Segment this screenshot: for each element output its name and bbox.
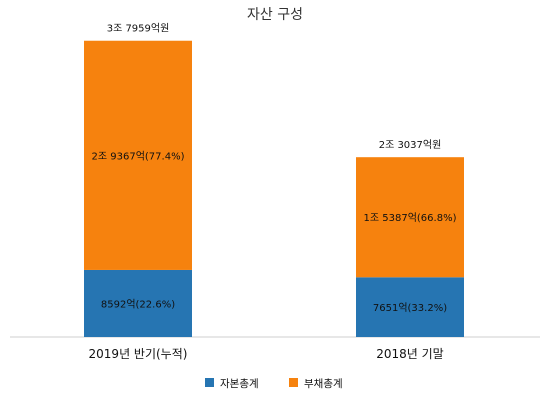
bar-segment-liabilities-1: [356, 157, 464, 278]
legend-swatch-equity: [205, 378, 214, 387]
legend-label-liabilities: 부채총계: [304, 378, 343, 390]
segment-label-liabilities-0: 2조 9367억(77.4%): [92, 150, 185, 162]
total-label-1: 2조 3037억원: [379, 139, 442, 151]
segment-label-liabilities-1: 1조 5387억(66.8%): [364, 212, 457, 224]
legend-label-equity: 자본총계: [220, 378, 259, 390]
segment-label-equity-1: 7651억(33.2%): [373, 302, 447, 314]
category-label-0: 2019년 반기(누적): [89, 347, 188, 361]
bar-segment-equity-1: [356, 277, 464, 337]
total-label-0: 3조 7959억원: [107, 23, 170, 35]
bars-group: 8592억(22.6%) 2조 9367억(77.4%) 3조 7959억원 2019…: [84, 23, 464, 361]
bar-segment-liabilities-0: [84, 40, 192, 270]
bar-segment-equity-0: [84, 269, 192, 337]
segment-label-equity-0: 8592억(22.6%): [101, 298, 175, 310]
legend-swatch-liabilities: [289, 378, 298, 387]
chart-title: 자산 구성: [247, 7, 303, 23]
legend: 자본총계 부채총계: [205, 378, 343, 390]
category-label-1: 2018년 기말: [376, 347, 443, 361]
